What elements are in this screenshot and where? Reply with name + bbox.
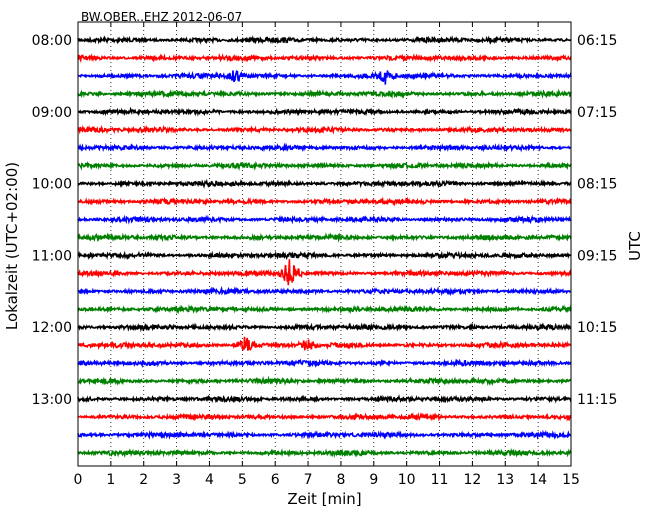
- plot-frame: [77, 21, 572, 467]
- y-tick-label-right: 06:15: [577, 33, 617, 49]
- x-tick-label: 11: [431, 472, 449, 488]
- x-tick-label: 7: [304, 472, 313, 488]
- y-tick-label-left: 11:00: [32, 248, 72, 264]
- trace-group: [77, 35, 572, 458]
- seismic-trace-5: [77, 124, 572, 135]
- seismic-trace-11: [77, 232, 572, 243]
- x-tick-label: 14: [529, 472, 547, 488]
- axis-ticks: [77, 22, 572, 466]
- seismic-trace-10: [77, 214, 572, 225]
- x-tick-label: 0: [74, 472, 83, 488]
- x-tick-label: 8: [336, 472, 345, 488]
- x-axis-label: Zeit [min]: [287, 490, 361, 508]
- x-tick-label: 1: [106, 472, 115, 488]
- x-tick-label: 3: [172, 472, 181, 488]
- seismic-trace-15: [77, 304, 572, 315]
- seismic-trace-8: [77, 178, 572, 189]
- seismic-trace-22: [77, 429, 572, 440]
- seismic-trace-16: [77, 322, 572, 333]
- x-tick-label: 6: [271, 472, 280, 488]
- seismic-trace-21: [77, 412, 572, 422]
- seismic-trace-6: [77, 142, 572, 153]
- seismic-trace-2: [77, 69, 572, 85]
- y-tick-label-left: 10:00: [32, 177, 72, 193]
- y-tick-label-right: 08:15: [577, 177, 617, 193]
- y-axis-label-left: Lokalzeit (UTC+02:00): [3, 162, 21, 330]
- seismic-trace-23: [77, 447, 572, 458]
- x-tick-label: 9: [369, 472, 378, 488]
- x-tick-label: 12: [463, 472, 481, 488]
- chart-title: BW.OBER..EHZ 2012-06-07: [81, 10, 242, 24]
- seismic-trace-4: [77, 106, 572, 117]
- seismic-trace-0: [77, 35, 572, 45]
- y-tick-label-right: 07:15: [577, 105, 617, 121]
- x-tick-label: 10: [398, 472, 416, 488]
- y-tick-label-right: 11:15: [577, 392, 617, 408]
- seismic-trace-9: [77, 196, 572, 207]
- x-tick-label: 15: [562, 472, 580, 488]
- y-tick-label-left: 12:00: [32, 320, 72, 336]
- seismic-trace-20: [77, 393, 572, 404]
- seismic-trace-1: [77, 52, 572, 64]
- y-tick-label-left: 08:00: [32, 33, 72, 49]
- seismic-trace-14: [77, 285, 572, 297]
- seismic-trace-3: [77, 88, 572, 100]
- seismic-trace-12: [77, 250, 572, 261]
- y-tick-label-right: 10:15: [577, 320, 617, 336]
- seismic-trace-17: [77, 336, 572, 351]
- x-tick-label: 13: [496, 472, 514, 488]
- y-axis-label-right: UTC: [626, 231, 644, 261]
- x-tick-label: 5: [238, 472, 247, 488]
- axis-tick-labels: 0 1 2 3 4 5 6 7 8 9 10 11 12 13 14 1508:0009:0010:0011:…: [32, 33, 618, 488]
- y-tick-label-left: 09:00: [32, 105, 72, 121]
- seismic-trace-7: [77, 160, 572, 172]
- seismic-trace-18: [77, 358, 572, 369]
- x-tick-label: 2: [139, 472, 148, 488]
- y-tick-label-left: 13:00: [32, 392, 72, 408]
- seismic-trace-13: [77, 259, 572, 286]
- seismic-trace-19: [78, 375, 572, 387]
- y-tick-label-right: 09:15: [577, 248, 617, 264]
- x-tick-label: 4: [205, 472, 214, 488]
